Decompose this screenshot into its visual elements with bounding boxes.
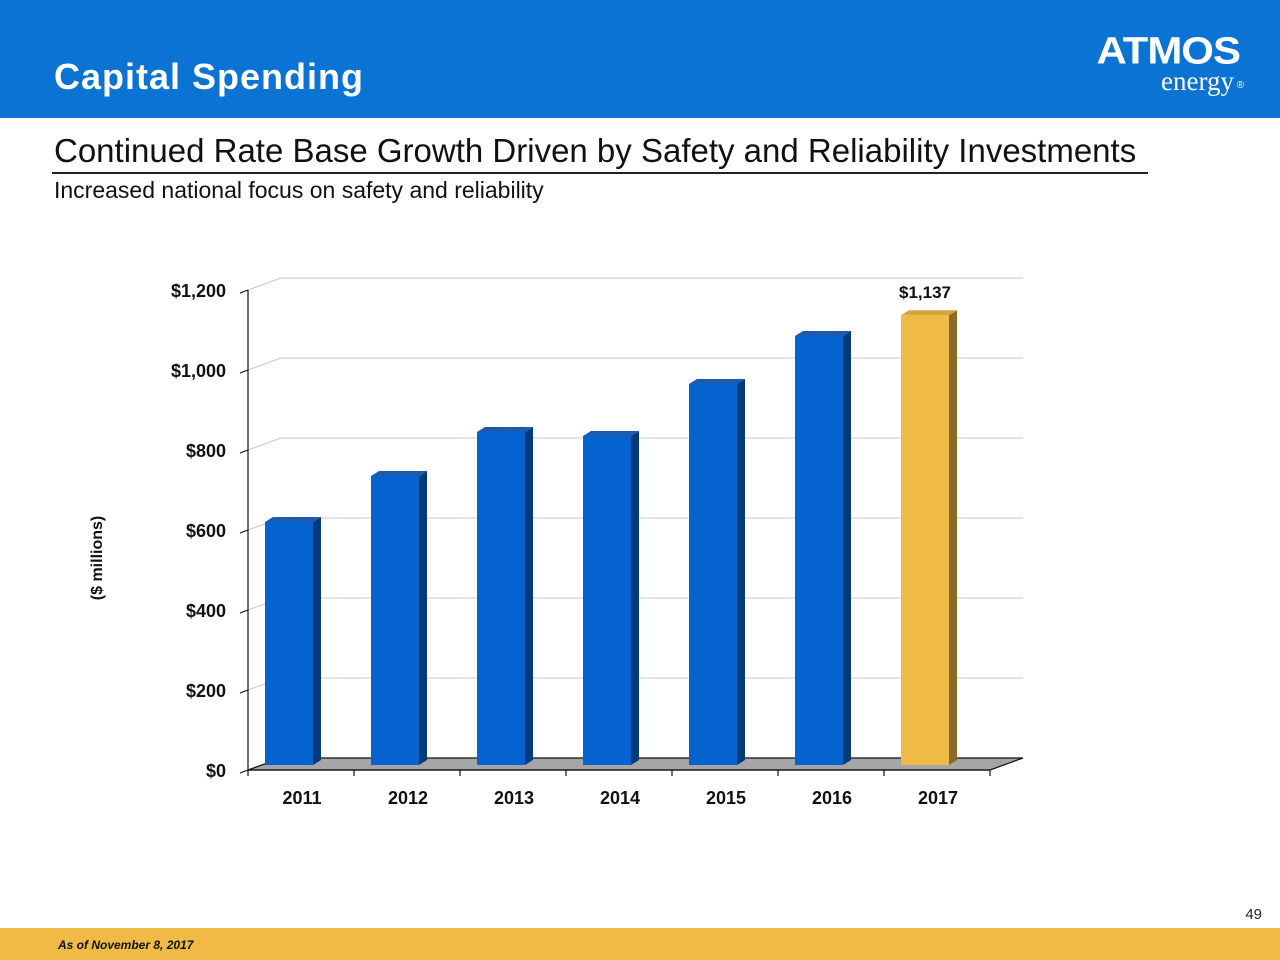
header-bar: Capital Spending ATMOS energy ® — [0, 0, 1280, 118]
x-tick-label: 2016 — [812, 788, 852, 808]
bar-side-2012 — [419, 471, 427, 765]
x-tick-label: 2014 — [600, 788, 640, 808]
bar-top-2013 — [477, 427, 533, 432]
slide-subheading: Increased national focus on safety and r… — [54, 177, 544, 203]
slide-heading: Continued Rate Base Growth Driven by Saf… — [54, 132, 1137, 169]
logo-subtext: energy — [1161, 66, 1234, 96]
x-tick-label: 2015 — [706, 788, 746, 808]
y-tick-6 — [239, 289, 249, 294]
y-tick-1 — [239, 689, 249, 694]
x-tick-label: 2011 — [282, 788, 321, 808]
page-number: 49 — [1245, 906, 1262, 923]
y-tick-2 — [239, 609, 249, 614]
y-tick-label: $200 — [186, 681, 226, 701]
heading-underline — [52, 172, 1148, 174]
bar-2013 — [477, 432, 525, 765]
bar-side-2016 — [843, 331, 851, 765]
capital-spending-chart: $0 $200 $400 $600 $800 $1,000 $1,200 ($ million… — [89, 277, 1024, 808]
bar-top-2016 — [795, 331, 851, 336]
bar-top-2014 — [583, 431, 639, 436]
bar-top-2012 — [371, 471, 427, 476]
y-tick-label: $1,200 — [171, 281, 226, 301]
bar-side-2014 — [631, 431, 639, 765]
footer-bar: As of November 8, 2017 — [0, 928, 1280, 960]
registered-mark: ® — [1236, 80, 1244, 91]
bar-2017 — [901, 315, 949, 765]
y-axis-label: ($ millions) — [89, 516, 106, 600]
y-tick-label: $400 — [186, 601, 226, 621]
footnote: As of November 8, 2017 — [58, 938, 194, 952]
x-tick-label: 2013 — [494, 788, 534, 808]
y-tick-5 — [239, 369, 249, 374]
y-tick-label: $1,000 — [171, 361, 226, 381]
bar-top-2017 — [901, 310, 957, 316]
y-tick-3 — [239, 529, 249, 534]
bar-side-2011 — [313, 517, 321, 765]
y-tick-label: $800 — [186, 441, 226, 461]
data-label-2017: $1,137 — [899, 283, 951, 302]
slide-title: Capital Spending — [54, 56, 365, 97]
bar-2016 — [795, 336, 843, 765]
logo-wordmark: ATMOS — [1096, 29, 1241, 72]
x-tick-label: 2017 — [918, 788, 958, 808]
gridline-diagonal-5 — [247, 357, 282, 371]
bar-side-2013 — [525, 427, 533, 765]
bar-2011 — [265, 522, 313, 765]
y-tick-label: $0 — [206, 761, 226, 781]
atmos-energy-logo: ATMOS energy ® — [1092, 30, 1252, 100]
y-tick-0 — [239, 769, 249, 774]
y-tick-label: $600 — [186, 521, 226, 541]
bar-2015 — [689, 384, 737, 765]
bar-side-2017 — [949, 310, 957, 765]
bar-top-2011 — [265, 517, 321, 522]
y-tick-4 — [239, 449, 249, 454]
bar-2012 — [371, 476, 419, 765]
bar-2014 — [583, 436, 631, 765]
gridline-diagonal-6 — [247, 277, 282, 291]
bar-top-2015 — [689, 379, 745, 384]
gridline-diagonal-4 — [247, 437, 282, 451]
x-tick-label: 2012 — [388, 788, 428, 808]
bar-side-2015 — [737, 379, 745, 765]
